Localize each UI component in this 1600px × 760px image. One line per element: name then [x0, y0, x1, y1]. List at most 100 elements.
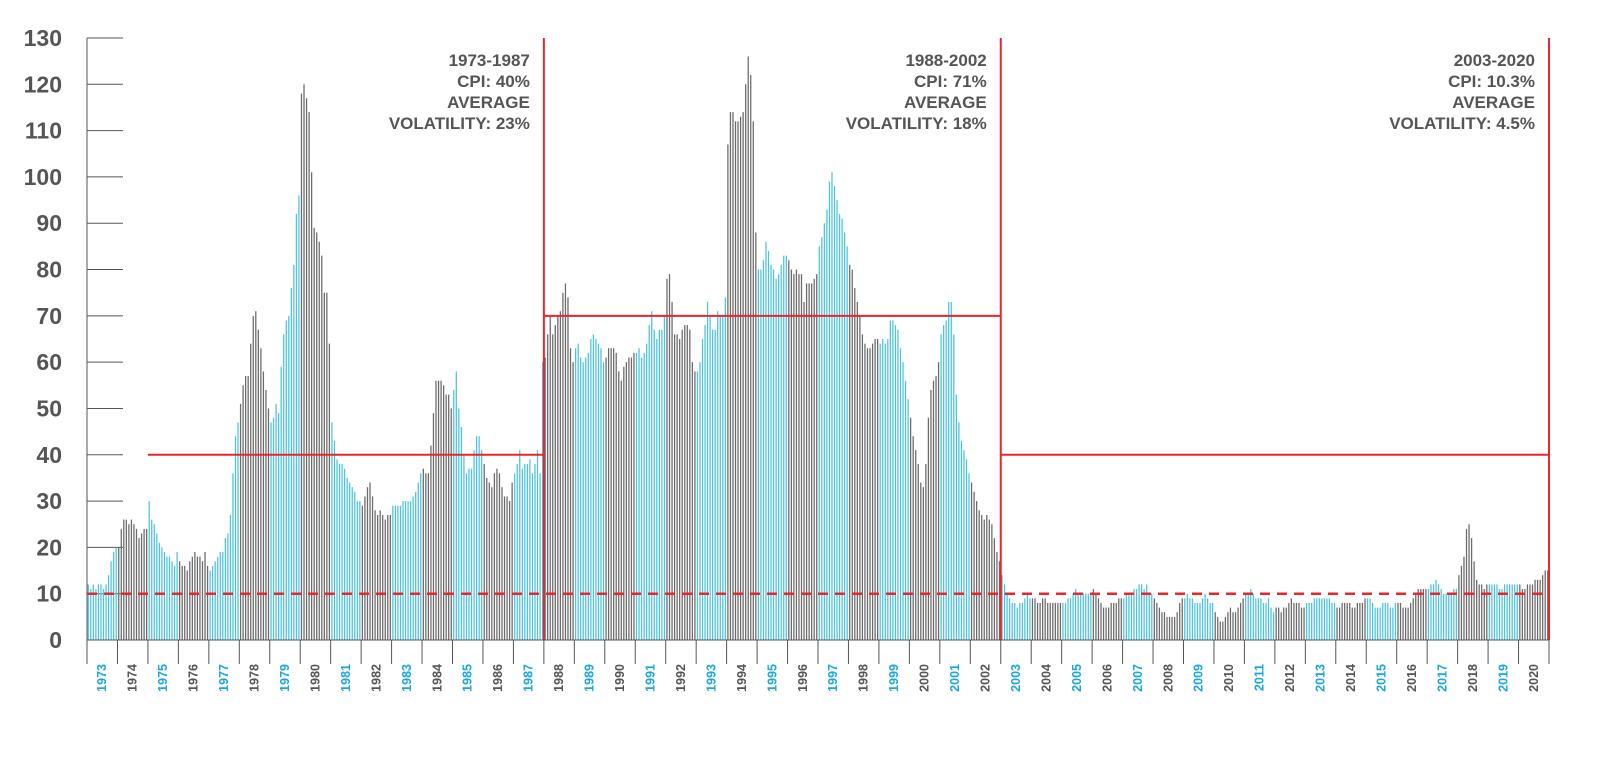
bar-1999-m7	[894, 325, 897, 640]
bar-2016-m6	[1410, 602, 1412, 640]
bar-2005-m7	[1077, 593, 1079, 640]
bar-2004-m2	[1034, 598, 1036, 640]
bar-2007-m9	[1143, 589, 1145, 640]
bar-2014-m12	[1364, 598, 1366, 640]
bar-1975-m1	[148, 501, 150, 640]
bar-1988-m4	[552, 334, 554, 640]
bar-2003-m10	[1024, 598, 1026, 640]
bar-2014-m1	[1336, 607, 1338, 640]
bar-1980-m6	[313, 227, 315, 641]
bar-1996-m5	[798, 274, 800, 640]
bars-group	[87, 56, 1549, 641]
bar-1975-m4	[156, 533, 158, 640]
bar-1988-m10	[567, 297, 569, 640]
x-axis-group: 1973 1974 1975 1976 1977 1978 1979 1980 1981 1982…	[86, 639, 1550, 692]
bar-1996-m3	[793, 274, 795, 640]
bar-1998-m7	[864, 343, 866, 640]
bar-2006-m2	[1095, 593, 1097, 640]
bar-1980-m9	[321, 255, 323, 640]
x-tick-label-2017: 2017	[1435, 664, 1449, 692]
bar-1982-m8	[379, 510, 381, 640]
bar-1993-m10	[719, 315, 721, 640]
bar-2018-m1	[1458, 575, 1460, 640]
bar-2014-m7	[1351, 607, 1353, 640]
bar-1978-m12	[267, 408, 270, 640]
bar-2008-m10	[1176, 612, 1178, 640]
bar-2015-m6	[1379, 607, 1381, 640]
y-tick-label: 30	[36, 488, 62, 514]
bar-1973-m2	[90, 589, 92, 640]
bar-2012-m3	[1280, 612, 1282, 640]
bar-1984-m7	[437, 380, 440, 640]
bar-1987-m11	[539, 473, 541, 640]
bar-2002-m6	[983, 519, 985, 640]
bar-2013-m6	[1318, 598, 1320, 640]
annotation-2-line-1: 1988-2002	[905, 51, 986, 70]
bar-1994-m3	[732, 112, 734, 641]
bar-1973-m5	[97, 584, 100, 640]
bar-1976-m3	[184, 565, 186, 640]
bar-2019-m9	[1509, 584, 1511, 640]
bar-2004-m10	[1054, 602, 1056, 640]
bar-2006-m1	[1092, 589, 1095, 640]
bar-2011-m7	[1260, 598, 1262, 640]
bar-2013-m4	[1313, 598, 1315, 640]
bar-1986-m10	[506, 496, 508, 640]
bar-1980-m5	[311, 172, 313, 641]
bar-1993-m9	[717, 311, 719, 640]
x-tick-label-2000: 2000	[918, 664, 932, 692]
bar-2020-m10	[1542, 575, 1544, 640]
bar-1999-m1	[879, 343, 881, 640]
bar-2012-m11	[1300, 607, 1303, 640]
bar-1982-m3	[366, 487, 369, 640]
bar-1985-m11	[478, 436, 480, 640]
bar-2015-m10	[1389, 607, 1391, 640]
bar-1981-m10	[354, 491, 356, 640]
bar-2005-m1	[1062, 602, 1064, 640]
x-tick-label-1996: 1996	[796, 664, 810, 692]
bar-1993-m6	[709, 315, 711, 640]
bar-1991-m6	[648, 325, 650, 640]
bar-2000-m5	[920, 482, 922, 640]
bar-2015-m9	[1387, 602, 1389, 640]
bar-1974-m7	[133, 524, 135, 640]
bar-1983-m10	[415, 491, 417, 640]
bar-2015-m12	[1394, 602, 1397, 640]
bar-2009-m7	[1199, 602, 1201, 640]
bar-1982-m9	[382, 514, 384, 640]
bar-1984-m5	[432, 413, 435, 640]
bar-1976-m6	[191, 556, 193, 640]
bar-1978-m11	[265, 389, 267, 640]
bar-1975-m2	[151, 519, 153, 640]
bar-2004-m8	[1049, 602, 1051, 640]
bar-2004-m12	[1059, 602, 1062, 640]
bar-1973-m7	[102, 589, 105, 640]
bar-2000-m2	[912, 436, 914, 640]
bar-1997-m12	[846, 246, 848, 640]
bar-2019-m3	[1493, 584, 1496, 640]
bar-2012-m8	[1293, 602, 1295, 640]
bar-1976-m2	[181, 565, 183, 640]
bar-2013-m10	[1328, 598, 1331, 640]
bar-2016-m7	[1412, 598, 1414, 640]
bar-2010-m12	[1242, 598, 1244, 640]
bar-2010-m6	[1227, 612, 1229, 640]
bar-2011-m12	[1272, 612, 1275, 640]
bar-2014-m10	[1359, 602, 1361, 640]
bar-2017-m11	[1453, 589, 1455, 640]
bar-1997-m2	[821, 237, 823, 640]
bar-2006-m3	[1097, 598, 1100, 640]
bar-1994-m4	[734, 121, 737, 641]
bar-1989-m4	[582, 362, 584, 640]
bar-1995-m7	[772, 269, 775, 640]
x-tick-label-2019: 2019	[1496, 664, 1510, 692]
bar-1987-m6	[526, 464, 529, 640]
bar-2001-m3	[945, 320, 947, 640]
bar-2019-m8	[1506, 584, 1508, 640]
x-tick-label-2008: 2008	[1161, 664, 1175, 692]
annotations-group: 1973-1987 CPI: 40% AVERAGE VOLATILITY: 23% 1…	[389, 51, 1535, 133]
bar-1979-m4	[278, 413, 280, 640]
bar-1977-m4	[217, 556, 219, 640]
bar-2013-m12	[1333, 602, 1336, 640]
bar-2019-m1	[1488, 584, 1490, 640]
